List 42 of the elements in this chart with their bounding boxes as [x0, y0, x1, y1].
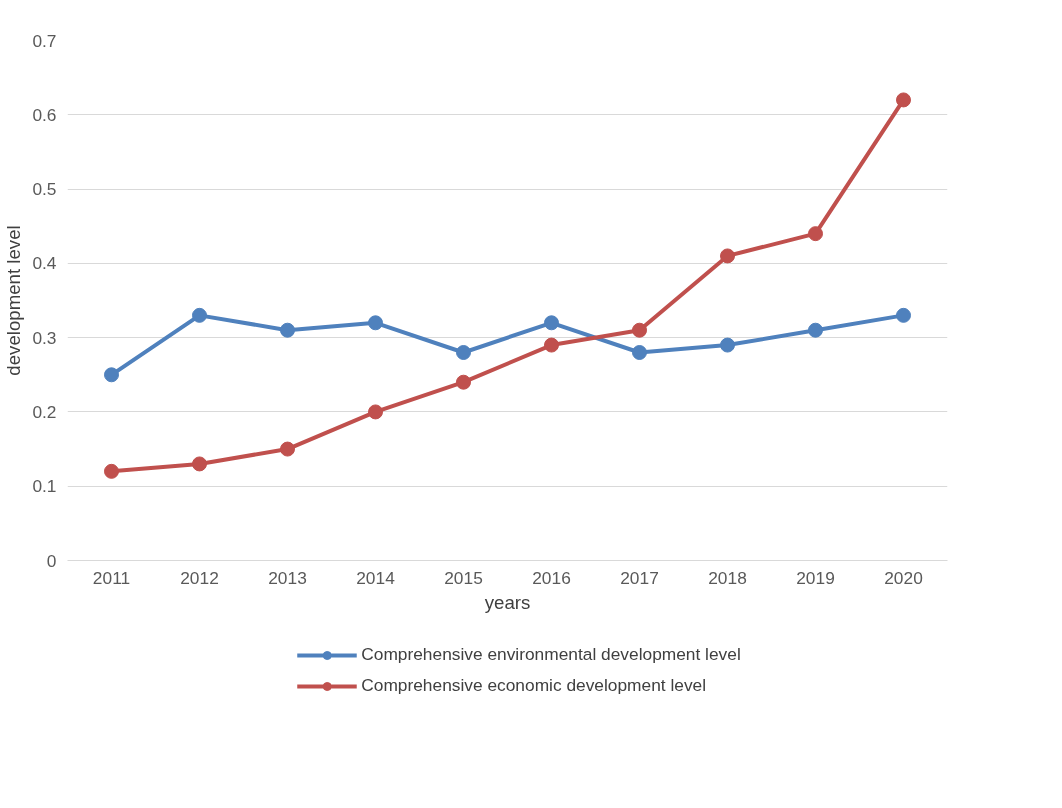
x-tick-label: 2018 [708, 567, 747, 588]
y-tick-label: 0.5 [32, 179, 57, 200]
x-tick-label: 2015 [444, 567, 483, 588]
point [720, 248, 735, 264]
y-tick-label: 0.3 [32, 327, 57, 348]
point [632, 345, 647, 360]
y-tick-label: 0.6 [32, 104, 57, 125]
point [896, 92, 911, 108]
y-tick-label: 0 [46, 550, 57, 571]
x-tick-label: 2019 [796, 567, 835, 588]
x-tick-label: 2013 [268, 567, 307, 588]
x-tick-label: 2014 [356, 567, 396, 588]
x-axis-title: years [484, 591, 531, 613]
legend-label: Comprehensive environmental development level [361, 644, 741, 665]
y-tick-label: 0.2 [32, 401, 57, 422]
x-tick-label: 2020 [884, 567, 923, 588]
y-tick-label: 0.7 [32, 30, 57, 51]
point [808, 226, 823, 242]
point [192, 456, 207, 472]
point [632, 322, 647, 338]
point [896, 307, 911, 323]
y-axis-title: development level [3, 225, 25, 376]
point [192, 307, 207, 323]
y-tick-label: 0.1 [32, 476, 57, 497]
point [280, 441, 295, 457]
x-tick-label: 2017 [620, 567, 659, 588]
x-tick-label: 2016 [532, 567, 571, 588]
point [544, 337, 559, 353]
point [456, 345, 471, 360]
point [544, 315, 559, 331]
point [368, 315, 383, 331]
x-tick-label: 2012 [180, 567, 219, 588]
y-tick-label: 0.4 [32, 253, 57, 274]
point [720, 337, 735, 353]
point [104, 367, 119, 383]
point [808, 322, 823, 338]
legend-label: Comprehensive economic development level [361, 675, 707, 696]
x-tick-label: 2011 [92, 567, 131, 588]
point [104, 463, 119, 479]
point [368, 404, 383, 420]
point [456, 374, 471, 390]
point [280, 322, 295, 338]
